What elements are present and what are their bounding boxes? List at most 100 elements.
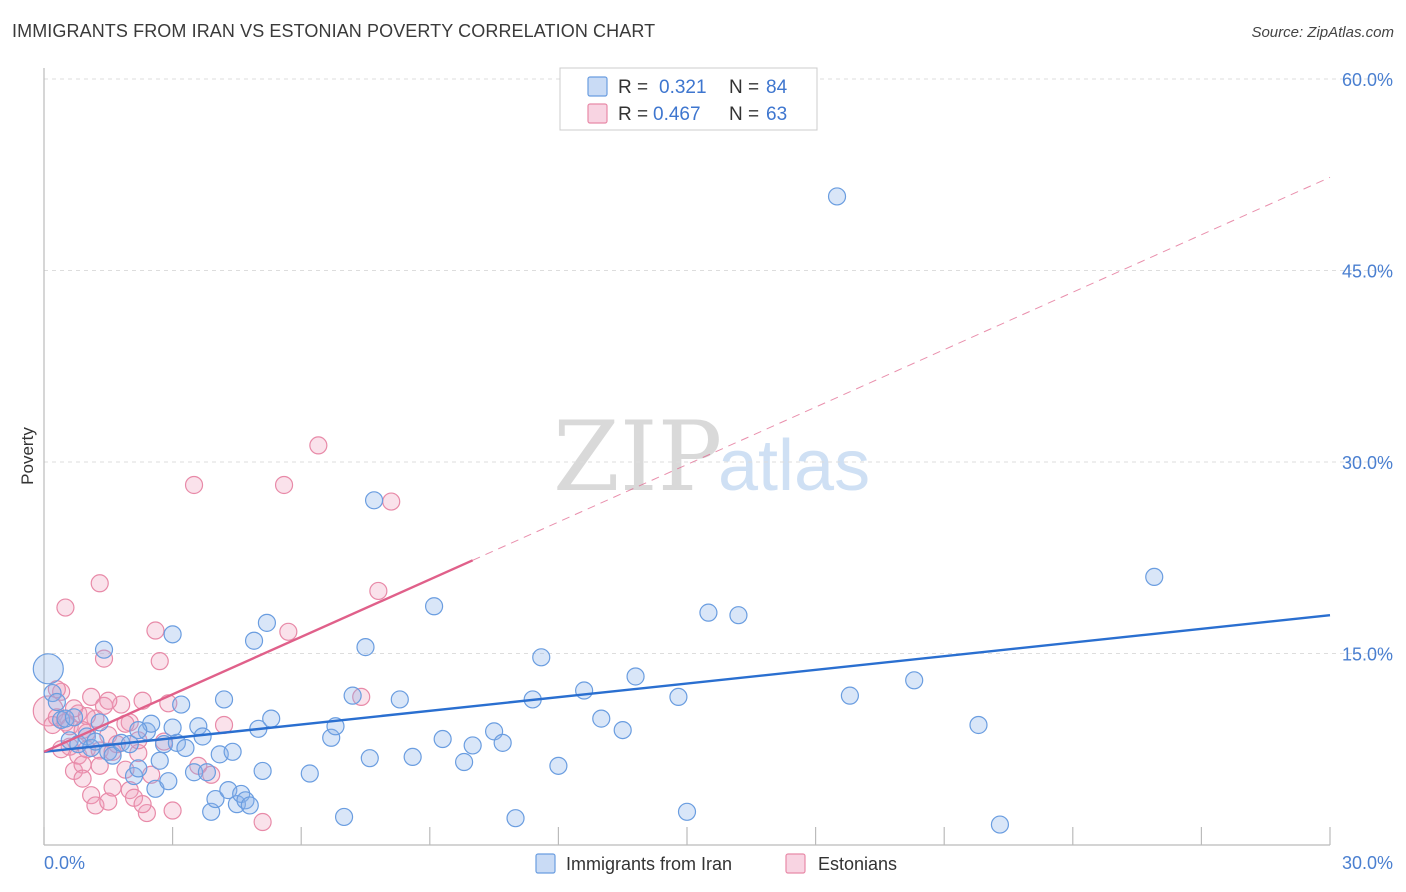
- watermark-atlas: atlas: [718, 426, 870, 506]
- data-point: [262, 709, 281, 728]
- data-point: [94, 640, 114, 659]
- data-point: [103, 778, 122, 797]
- data-point: [99, 792, 118, 811]
- legend: R = 0.321 N = 84 R = 0.467 N = 63: [559, 67, 818, 131]
- data-point: [990, 815, 1010, 834]
- data-point: [613, 720, 632, 740]
- legend-r-value-pink: 0.467: [653, 104, 701, 125]
- bottom-legend-swatch-iran: [535, 853, 556, 874]
- data-point: [176, 738, 195, 758]
- y-tick-label: 15.0%: [1342, 645, 1393, 665]
- data-point: [274, 475, 294, 495]
- x-tick-label-max: 30.0%: [1342, 853, 1393, 873]
- legend-n-label-blue: N =: [729, 77, 759, 98]
- data-point: [163, 625, 182, 644]
- data-point: [403, 747, 422, 767]
- data-point: [227, 795, 246, 814]
- data-point: [214, 690, 234, 709]
- source-credit: Source: ZipAtlas.com: [1251, 24, 1394, 41]
- data-point: [309, 436, 328, 455]
- data-point: [322, 728, 341, 747]
- data-point: [240, 796, 259, 815]
- legend-n-value-pink: 63: [766, 104, 787, 125]
- x-axis-ticks: [43, 827, 1331, 845]
- data-point: [433, 729, 452, 749]
- bottom-legend-label-iran: Immigrants from Iran: [566, 854, 732, 874]
- trend-line-estonians-solid: [43, 559, 474, 753]
- data-point: [82, 786, 101, 805]
- data-point: [532, 648, 551, 667]
- data-point: [343, 686, 362, 705]
- data-point: [163, 718, 182, 737]
- data-point: [677, 802, 697, 821]
- data-point: [454, 752, 474, 772]
- y-tick-labels: 15.0% 30.0% 45.0% 60.0%: [1342, 70, 1393, 665]
- bottom-legend: Immigrants from Iran Estonians: [535, 853, 897, 874]
- data-point: [197, 763, 216, 782]
- data-point: [382, 492, 401, 511]
- watermark-zip: ZIP: [553, 401, 722, 513]
- data-point: [90, 574, 109, 593]
- legend-n-label-pink: N =: [729, 104, 759, 125]
- data-point: [334, 807, 354, 827]
- data-point: [73, 769, 92, 788]
- y-tick-label: 30.0%: [1342, 453, 1393, 473]
- x-tick-label-min: 0.0%: [44, 853, 85, 873]
- legend-r-value-blue: 0.321: [659, 77, 707, 98]
- data-point: [279, 622, 298, 641]
- data-point: [729, 606, 748, 625]
- trend-line-iran: [43, 614, 1331, 753]
- data-point: [1145, 567, 1164, 587]
- data-point: [43, 683, 62, 703]
- legend-r-label-blue: R =: [618, 77, 648, 98]
- data-point: [150, 751, 169, 770]
- data-point: [253, 812, 272, 832]
- legend-box: [559, 67, 818, 131]
- data-point: [356, 638, 375, 657]
- data-point: [129, 759, 148, 778]
- y-tick-label: 60.0%: [1342, 70, 1393, 90]
- legend-swatch-blue: [587, 76, 608, 97]
- data-point: [575, 681, 594, 700]
- data-point: [56, 598, 75, 617]
- data-point: [82, 687, 101, 707]
- y-axis-label: Poverty: [18, 427, 37, 485]
- bottom-legend-swatch-estonians: [785, 853, 806, 874]
- data-point: [364, 491, 384, 510]
- y-tick-label: 45.0%: [1342, 262, 1393, 282]
- data-point: [257, 613, 277, 632]
- data-point: [506, 809, 525, 828]
- data-point: [369, 581, 388, 601]
- bottom-legend-label-estonians: Estonians: [818, 854, 897, 874]
- data-point: [133, 795, 152, 814]
- data-point: [103, 746, 122, 765]
- data-point: [32, 653, 64, 685]
- data-point: [592, 709, 611, 728]
- data-point: [969, 715, 988, 735]
- data-point: [390, 690, 409, 709]
- data-point: [47, 692, 66, 712]
- data-point: [159, 772, 178, 791]
- data-point: [223, 742, 242, 761]
- data-point: [146, 621, 165, 640]
- data-point: [360, 749, 379, 768]
- data-point: [699, 603, 718, 622]
- data-point: [549, 756, 568, 775]
- data-point: [172, 695, 191, 714]
- data-point: [463, 736, 482, 755]
- data-point: [129, 720, 148, 740]
- legend-r-label-pink: R =: [618, 104, 648, 125]
- data-point: [253, 761, 272, 781]
- data-point: [206, 789, 225, 809]
- grid-lines: [44, 78, 1393, 654]
- data-point: [137, 803, 156, 823]
- data-point: [90, 756, 109, 775]
- trend-line-estonians-dashed: [472, 176, 1331, 561]
- chart-title: IMMIGRANTS FROM IRAN VS ESTONIAN POVERTY…: [12, 21, 656, 41]
- data-point: [669, 687, 688, 707]
- data-point: [424, 597, 444, 616]
- legend-n-value-blue: 84: [766, 77, 788, 98]
- data-point: [244, 631, 264, 650]
- data-point: [840, 686, 859, 705]
